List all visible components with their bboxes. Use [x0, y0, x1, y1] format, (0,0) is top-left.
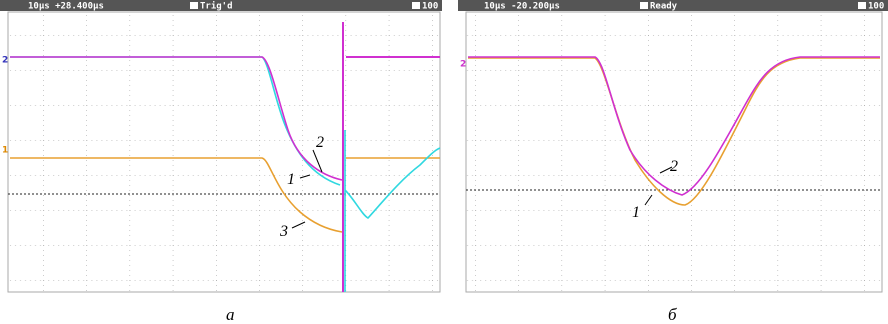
trace-label: 3 — [279, 223, 288, 240]
scale: 100 — [868, 2, 884, 12]
caption: a — [226, 305, 235, 324]
icon — [412, 2, 420, 9]
channel-marker: 1 — [2, 146, 8, 156]
screen — [8, 12, 440, 292]
scale: 100 — [422, 2, 438, 12]
figure: 10µs +28.400µs Trig'd 100 2 1 2 1 3 a 10… — [0, 0, 888, 324]
trace-label: 2 — [316, 134, 324, 151]
status: Trig'd — [200, 1, 233, 12]
channel-marker: 2 — [460, 60, 466, 70]
timebase: 10µs -20.200µs — [484, 2, 560, 12]
trace-label: 2 — [670, 158, 678, 175]
timebase: 10µs +28.400µs — [28, 2, 104, 12]
screen — [466, 12, 882, 292]
trace-label: 1 — [287, 171, 295, 188]
status: Ready — [650, 2, 678, 12]
icon — [640, 2, 648, 9]
icon — [190, 2, 198, 9]
trace-label: 1 — [632, 204, 640, 221]
channel-marker: 2 — [2, 56, 8, 66]
caption: б — [668, 305, 677, 324]
icon — [858, 2, 866, 9]
panel-b: 10µs -20.200µs Ready 100 2 2 1 б — [458, 0, 888, 324]
panel-a: 10µs +28.400µs Trig'd 100 2 1 2 1 3 a — [0, 0, 442, 324]
